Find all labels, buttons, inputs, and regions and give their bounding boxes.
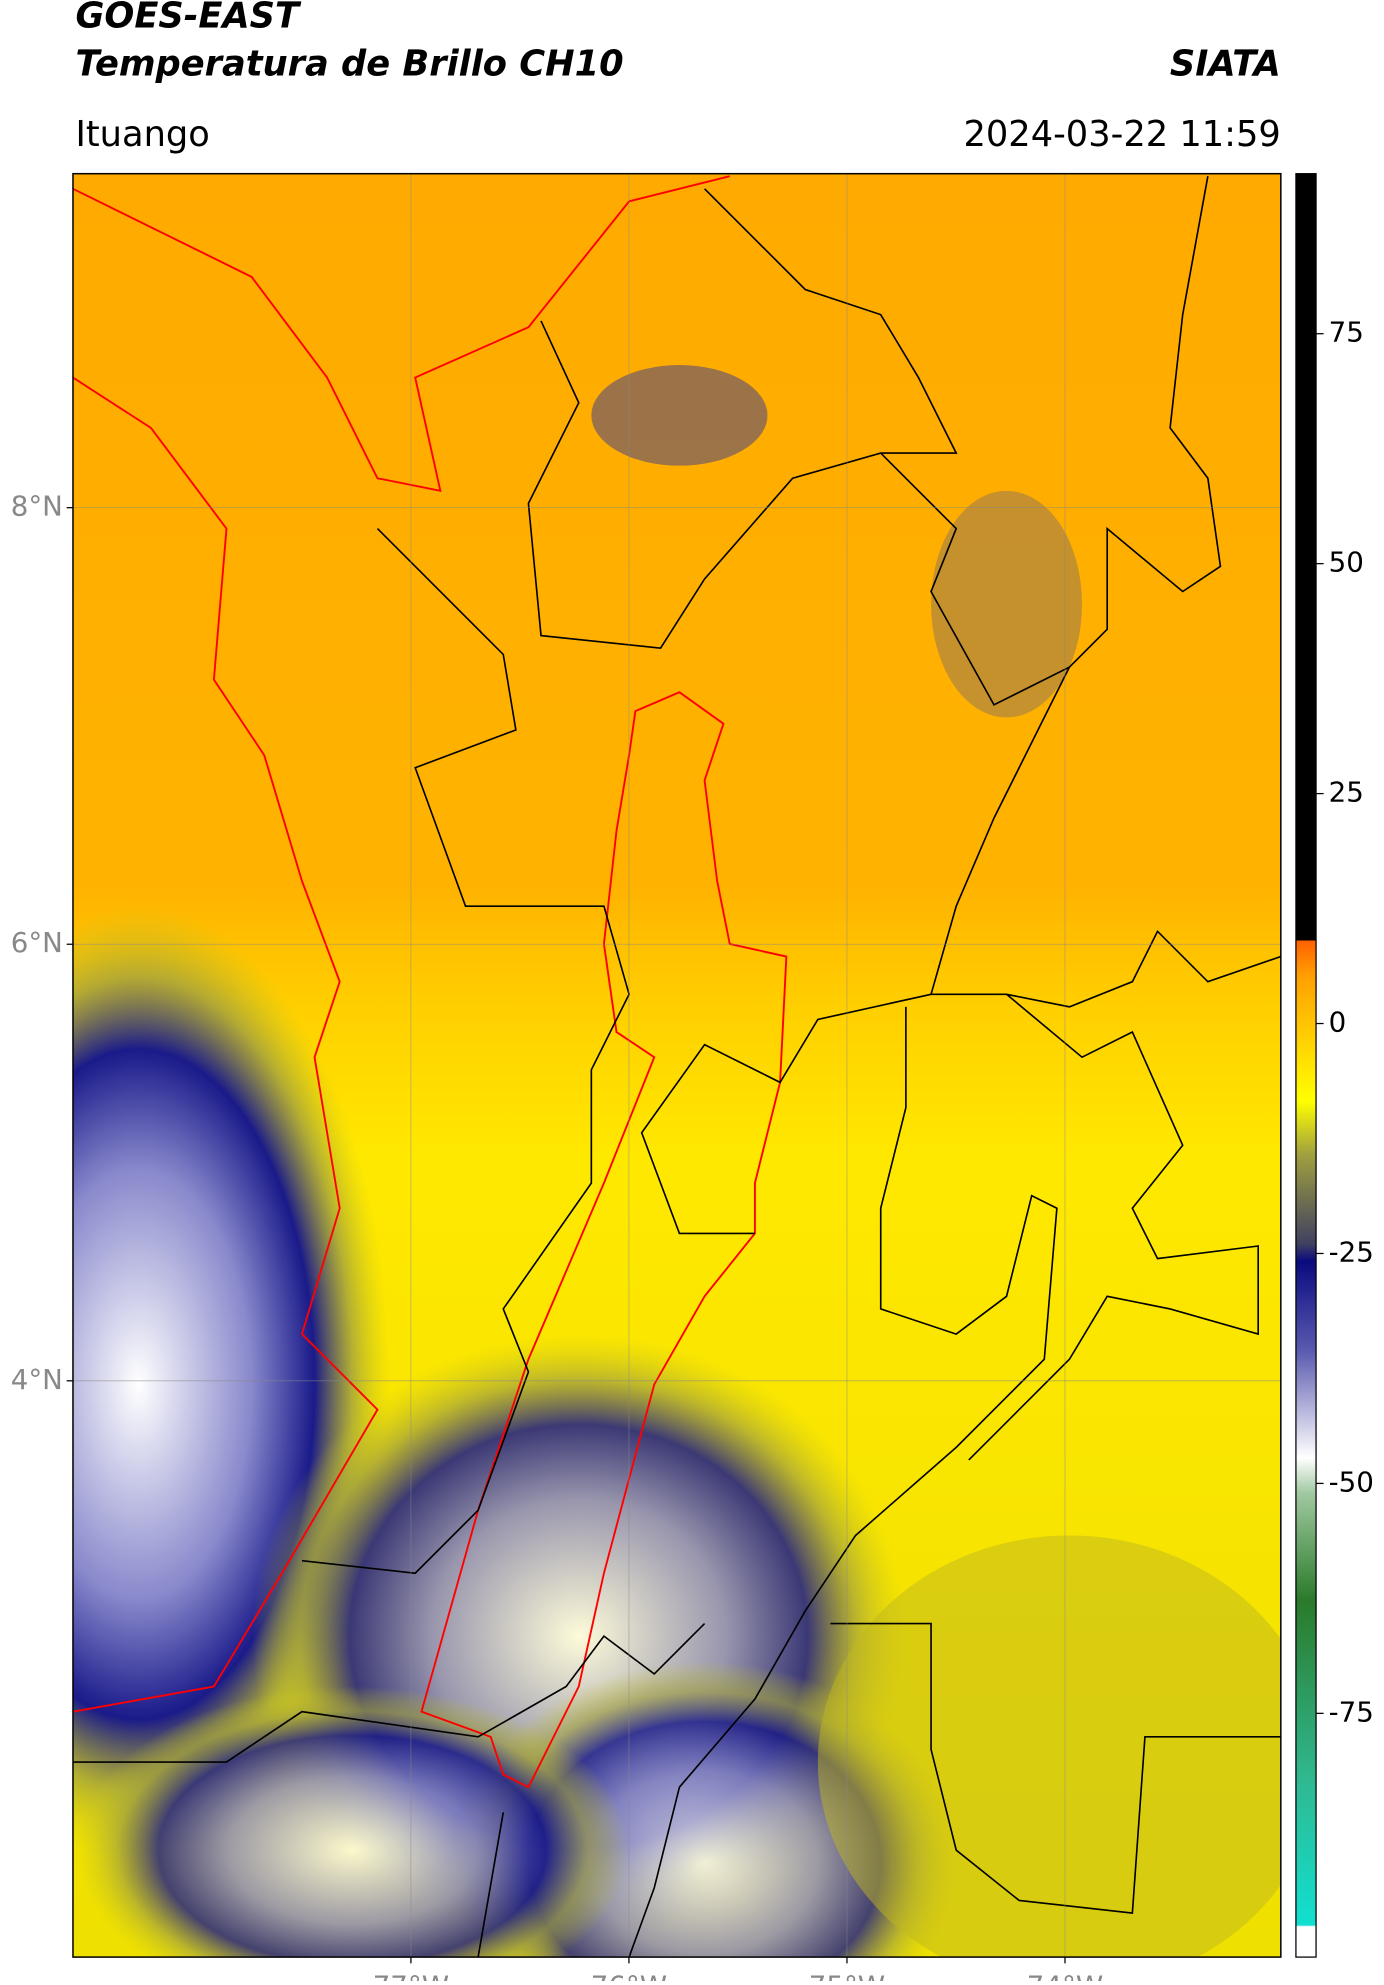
y-tick-label: 6°N	[11, 926, 63, 959]
colorbar-tick-label: -50	[1329, 1465, 1374, 1498]
colorbar	[1295, 173, 1317, 1958]
timestamp: 2024-03-22 11:59	[964, 114, 1281, 155]
colorbar-tick-label: 75	[1329, 316, 1364, 349]
y-tick-label: 4°N	[11, 1363, 63, 1396]
colorbar-tick-label: 50	[1329, 546, 1364, 579]
map-image	[72, 173, 1281, 1958]
x-tick-label: 74°W	[1027, 1969, 1103, 1981]
graticule	[72, 173, 1281, 1958]
colorbar-tick-label: -25	[1329, 1235, 1374, 1268]
subtitle: Temperatura de Brillo CH10	[75, 43, 623, 84]
map-frame	[72, 172, 1282, 1958]
colorbar-tick-label: 0	[1329, 1006, 1347, 1039]
x-tick-label: 75°W	[809, 1969, 885, 1981]
colorbar-tick-label: 25	[1329, 776, 1364, 809]
x-tick-label: 77°W	[373, 1969, 449, 1981]
location: Ituango	[75, 114, 209, 155]
agency: SIATA	[1170, 43, 1281, 84]
y-tick-label: 8°N	[11, 490, 63, 523]
colorbar-tick-label: -75	[1329, 1695, 1374, 1728]
x-tick-label: 76°W	[591, 1969, 667, 1981]
title: GOES-EAST	[75, 0, 302, 37]
